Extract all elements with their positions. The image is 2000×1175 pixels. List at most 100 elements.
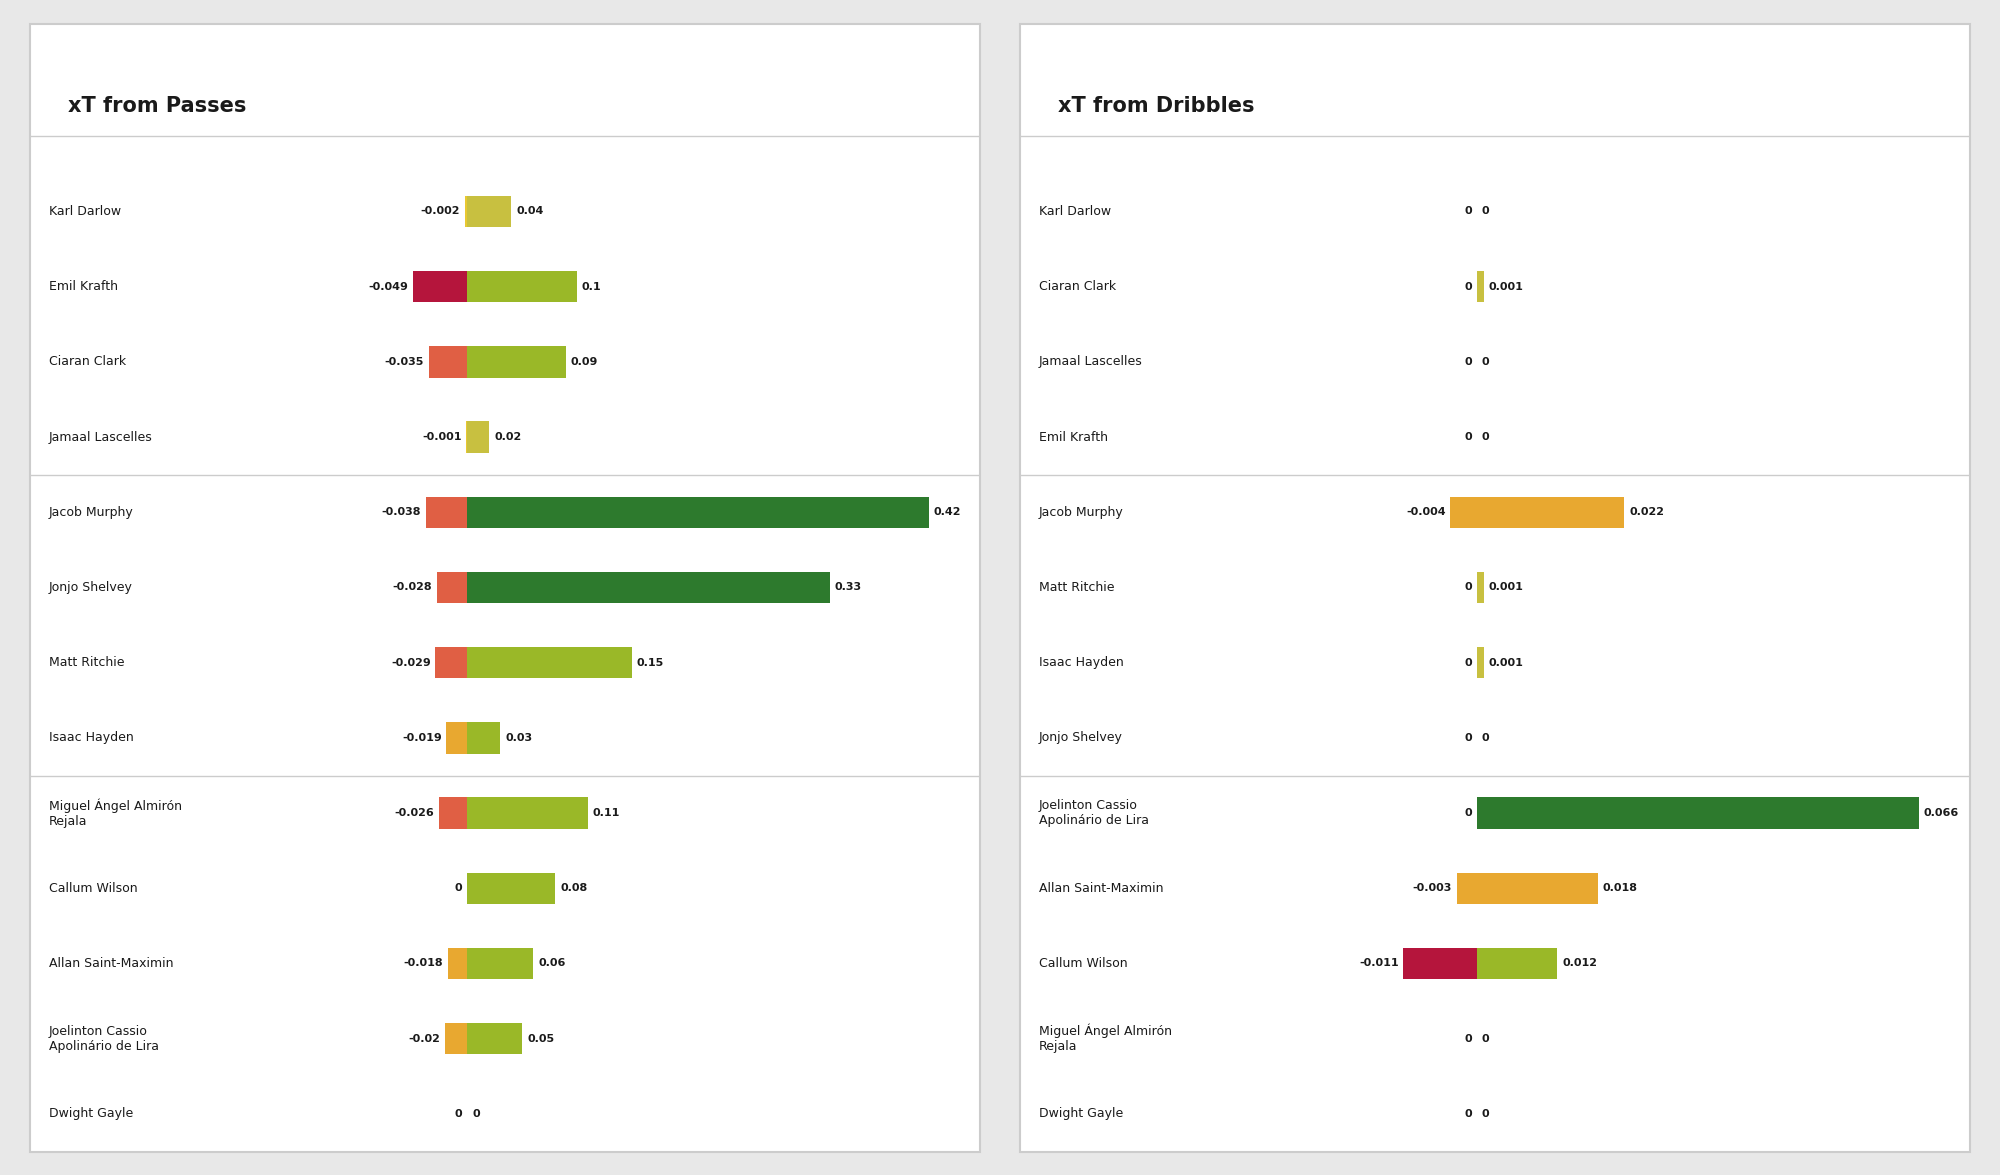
- Text: 0: 0: [1464, 282, 1472, 291]
- Text: Callum Wilson: Callum Wilson: [1040, 956, 1128, 971]
- Text: 0: 0: [1464, 808, 1472, 818]
- Bar: [1478, 647, 1484, 678]
- Bar: [468, 873, 556, 904]
- Bar: [1478, 948, 1558, 979]
- Text: 0.1: 0.1: [582, 282, 602, 291]
- Text: 0.11: 0.11: [592, 808, 620, 818]
- Text: Jonjo Shelvey: Jonjo Shelvey: [48, 580, 132, 595]
- Bar: [468, 723, 500, 753]
- Text: -0.018: -0.018: [404, 959, 442, 968]
- Text: 0.04: 0.04: [516, 207, 544, 216]
- Bar: [1404, 948, 1478, 979]
- Text: -0.038: -0.038: [382, 508, 420, 517]
- FancyBboxPatch shape: [1020, 24, 1970, 1152]
- Bar: [1478, 497, 1624, 528]
- Bar: [468, 647, 632, 678]
- Bar: [468, 497, 930, 528]
- Bar: [468, 798, 588, 828]
- Bar: [1478, 873, 1598, 904]
- Bar: [414, 271, 468, 302]
- Text: Emil Krafth: Emil Krafth: [1040, 430, 1108, 444]
- Text: Allan Saint-Maximin: Allan Saint-Maximin: [1040, 881, 1164, 895]
- Text: 0: 0: [1482, 207, 1490, 216]
- Text: 0: 0: [472, 1109, 480, 1119]
- Text: 0.02: 0.02: [494, 432, 522, 442]
- Text: Ciaran Clark: Ciaran Clark: [1040, 280, 1116, 294]
- Text: Isaac Hayden: Isaac Hayden: [1040, 656, 1124, 670]
- Text: 0.022: 0.022: [1630, 508, 1664, 517]
- Text: xT from Passes: xT from Passes: [68, 96, 246, 116]
- Text: Isaac Hayden: Isaac Hayden: [48, 731, 134, 745]
- Text: 0.42: 0.42: [934, 508, 962, 517]
- Text: Matt Ritchie: Matt Ritchie: [1040, 580, 1114, 595]
- Text: 0.33: 0.33: [834, 583, 862, 592]
- Bar: [1478, 798, 1920, 828]
- Text: Joelinton Cassio
Apolinário de Lira: Joelinton Cassio Apolinário de Lira: [48, 1025, 160, 1053]
- Text: 0.09: 0.09: [570, 357, 598, 367]
- Bar: [1450, 497, 1478, 528]
- Text: 0.06: 0.06: [538, 959, 566, 968]
- Text: 0.03: 0.03: [506, 733, 532, 743]
- Text: 0.001: 0.001: [1488, 583, 1524, 592]
- Text: -0.029: -0.029: [390, 658, 430, 667]
- Text: 0: 0: [454, 884, 462, 893]
- Bar: [1478, 271, 1484, 302]
- Bar: [446, 1023, 468, 1054]
- Text: 0: 0: [1482, 357, 1490, 367]
- Text: 0.001: 0.001: [1488, 658, 1524, 667]
- Text: 0: 0: [1482, 432, 1490, 442]
- Text: Dwight Gayle: Dwight Gayle: [1040, 1107, 1124, 1121]
- Text: Callum Wilson: Callum Wilson: [48, 881, 138, 895]
- Text: xT from Dribbles: xT from Dribbles: [1058, 96, 1254, 116]
- Text: -0.004: -0.004: [1406, 508, 1446, 517]
- Text: 0.001: 0.001: [1488, 282, 1524, 291]
- Text: -0.001: -0.001: [422, 432, 462, 442]
- Text: Jonjo Shelvey: Jonjo Shelvey: [1040, 731, 1122, 745]
- FancyBboxPatch shape: [30, 24, 980, 1152]
- Text: -0.003: -0.003: [1412, 884, 1452, 893]
- Bar: [448, 948, 468, 979]
- Text: 0: 0: [1482, 1034, 1490, 1043]
- Text: 0: 0: [1464, 357, 1472, 367]
- Text: Jamaal Lascelles: Jamaal Lascelles: [48, 430, 152, 444]
- Text: -0.026: -0.026: [394, 808, 434, 818]
- Text: Karl Darlow: Karl Darlow: [48, 204, 122, 219]
- Bar: [468, 1023, 522, 1054]
- Bar: [1456, 873, 1478, 904]
- Text: -0.02: -0.02: [408, 1034, 440, 1043]
- Text: 0.05: 0.05: [528, 1034, 554, 1043]
- Text: -0.019: -0.019: [402, 733, 442, 743]
- Text: 0.012: 0.012: [1562, 959, 1598, 968]
- Bar: [468, 347, 566, 377]
- Text: Jamaal Lascelles: Jamaal Lascelles: [1040, 355, 1142, 369]
- Text: Jacob Murphy: Jacob Murphy: [48, 505, 134, 519]
- Text: -0.028: -0.028: [392, 583, 432, 592]
- Bar: [426, 497, 468, 528]
- Text: Emil Krafth: Emil Krafth: [48, 280, 118, 294]
- Text: 0: 0: [1464, 1109, 1472, 1119]
- Text: Jacob Murphy: Jacob Murphy: [1040, 505, 1124, 519]
- Text: 0: 0: [1464, 432, 1472, 442]
- Bar: [436, 647, 468, 678]
- Bar: [428, 347, 468, 377]
- Text: -0.049: -0.049: [368, 282, 408, 291]
- Text: 0: 0: [1482, 1109, 1490, 1119]
- Bar: [1478, 572, 1484, 603]
- Bar: [446, 723, 468, 753]
- Text: 0: 0: [1464, 733, 1472, 743]
- Text: Ciaran Clark: Ciaran Clark: [48, 355, 126, 369]
- Bar: [438, 798, 468, 828]
- Text: Allan Saint-Maximin: Allan Saint-Maximin: [48, 956, 174, 971]
- Text: 0: 0: [1464, 658, 1472, 667]
- Text: 0.15: 0.15: [636, 658, 664, 667]
- Text: 0.08: 0.08: [560, 884, 588, 893]
- Bar: [468, 572, 830, 603]
- Text: Miguel Ángel Almirón
Rejala: Miguel Ángel Almirón Rejala: [1040, 1023, 1172, 1054]
- Text: Karl Darlow: Karl Darlow: [1040, 204, 1112, 219]
- Text: Dwight Gayle: Dwight Gayle: [48, 1107, 134, 1121]
- Bar: [468, 271, 578, 302]
- Text: 0: 0: [1464, 583, 1472, 592]
- Bar: [468, 196, 512, 227]
- Text: 0: 0: [1464, 207, 1472, 216]
- Text: 0: 0: [1482, 733, 1490, 743]
